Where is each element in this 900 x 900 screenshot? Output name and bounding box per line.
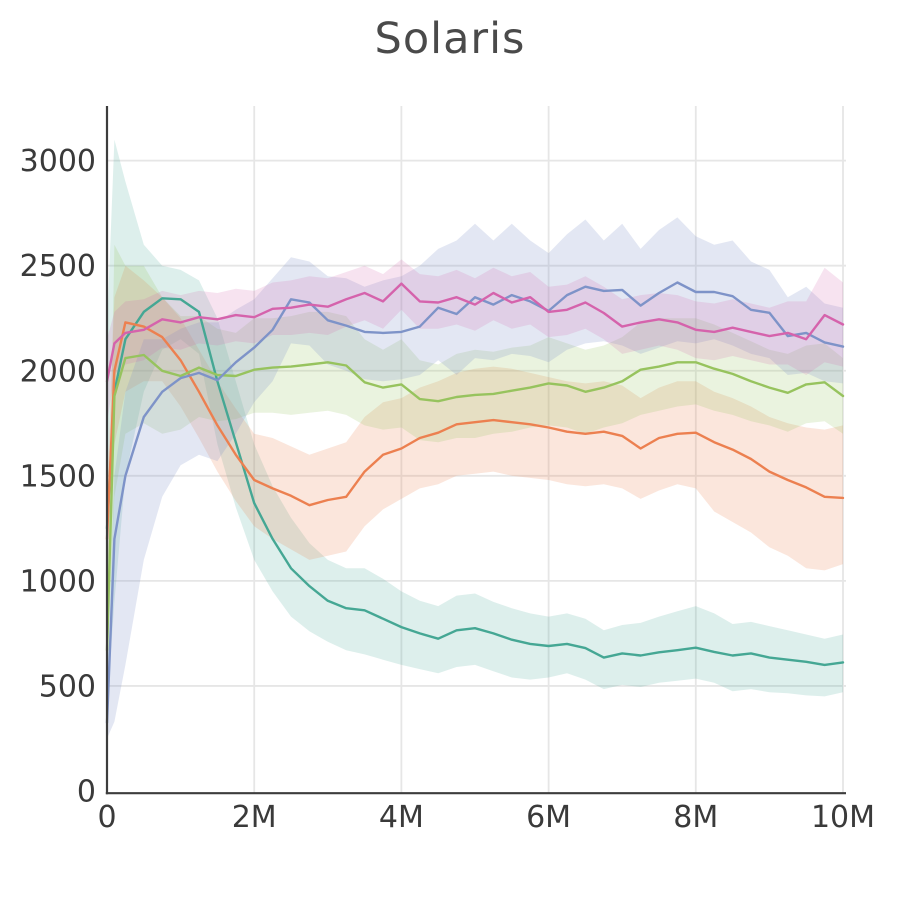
y-tick-label-0: 0: [77, 775, 96, 810]
y-tick-label-500: 500: [39, 669, 96, 704]
line-blue: [105, 281, 845, 724]
band-blue: [107, 217, 843, 739]
y-tick-label-2500: 2500: [20, 249, 96, 284]
band-green: [107, 244, 843, 676]
y-tick-label-1000: 1000: [20, 564, 96, 599]
x-tick-label-8M: 8M: [673, 800, 718, 835]
line-green: [105, 353, 845, 652]
x-tick-label-2M: 2M: [232, 800, 277, 835]
band-teal: [107, 139, 843, 708]
x-tick-label-10M: 10M: [811, 800, 875, 835]
x-tick-label-0: 0: [97, 800, 116, 835]
line-orange: [105, 321, 845, 541]
y-tick-label-2000: 2000: [20, 354, 96, 389]
line-teal: [105, 297, 845, 667]
x-tick-label-4M: 4M: [379, 800, 424, 835]
y-tick-label-1500: 1500: [20, 459, 96, 494]
line-pink: [105, 282, 845, 383]
chart-title: Solaris: [374, 14, 526, 64]
y-tick-label-3000: 3000: [20, 144, 96, 179]
x-tick-label-6M: 6M: [526, 800, 571, 835]
